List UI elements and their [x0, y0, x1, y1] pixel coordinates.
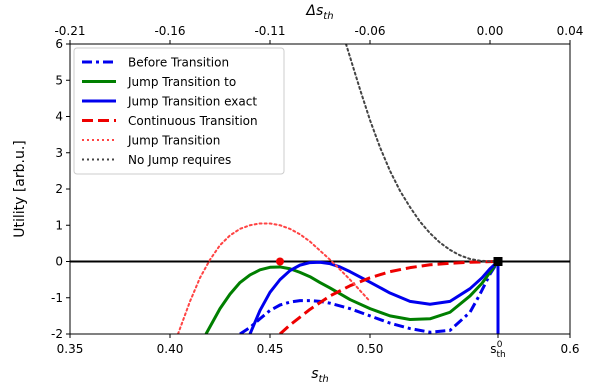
y-tick-label-6: 3 — [55, 146, 63, 160]
x-tick-label-3: 0.45 — [257, 342, 284, 356]
legend-label-2: Jump Transition to — [127, 75, 236, 89]
marker-square-2 — [493, 257, 503, 266]
y-tick-label-3: 0 — [55, 255, 63, 269]
series-line-4 — [278, 260, 499, 334]
top-x-tick-label-6: 0.04 — [557, 24, 584, 38]
legend: Before Transition Jump Transition to Jump … — [73, 47, 285, 175]
y-tick-label-8: 5 — [55, 73, 63, 87]
legend-box — [73, 47, 285, 175]
series-line-3 — [248, 260, 500, 334]
axis-titles: Utility [arb.u.] sth Δsth — [12, 3, 334, 385]
x-tick-label-1: 0.35 — [57, 342, 84, 356]
y-tick-label-1: -2 — [51, 327, 63, 341]
top-x-tick-label-2: -0.16 — [154, 24, 185, 38]
marker-circle-1 — [276, 257, 284, 266]
x-tick-label-2: 0.40 — [157, 342, 184, 356]
series-layer — [70, 44, 570, 334]
y-tick-label-7: 4 — [55, 110, 63, 124]
top-x-tick-label-3: -0.11 — [254, 24, 285, 38]
legend-label-6: No Jump requires — [128, 153, 231, 167]
top-x-tick-label-1: -0.21 — [54, 24, 85, 38]
series-line-2 — [204, 260, 500, 334]
legend-label-4: Continuous Transition — [128, 114, 258, 128]
series-line-5 — [177, 222, 371, 334]
y-axis-title: Utility [arb.u.] — [12, 140, 28, 238]
tick-layer: 0.35 0.40 0.45 0.50 sth0 0.6 -0.21 -0.16 -0.11 -0… — [51, 24, 583, 360]
legend-label-3: Jump Transition exact — [127, 95, 257, 109]
y-tick-label-2: -1 — [51, 291, 63, 305]
top-x-tick-label-5: 0.00 — [477, 24, 504, 38]
marker-layer — [276, 257, 503, 266]
x-tick-label-5: sth0 — [490, 340, 506, 360]
legend-label-5: Jump Transition — [127, 134, 220, 148]
y-tick-label-9: 6 — [55, 37, 63, 51]
series-line-6 — [345, 44, 499, 263]
legend-label-1: Before Transition — [128, 56, 229, 70]
x-axis-title: sth — [311, 366, 329, 385]
x-tick-label-4: 0.50 — [357, 342, 384, 356]
y-tick-label-5: 2 — [55, 182, 63, 196]
x-tick-label-6: 0.6 — [560, 342, 579, 356]
y-tick-label-4: 1 — [55, 218, 63, 232]
top-x-tick-label-4: -0.06 — [354, 24, 385, 38]
series-line-1 — [239, 260, 500, 334]
top-x-axis-title: Δsth — [305, 3, 333, 22]
